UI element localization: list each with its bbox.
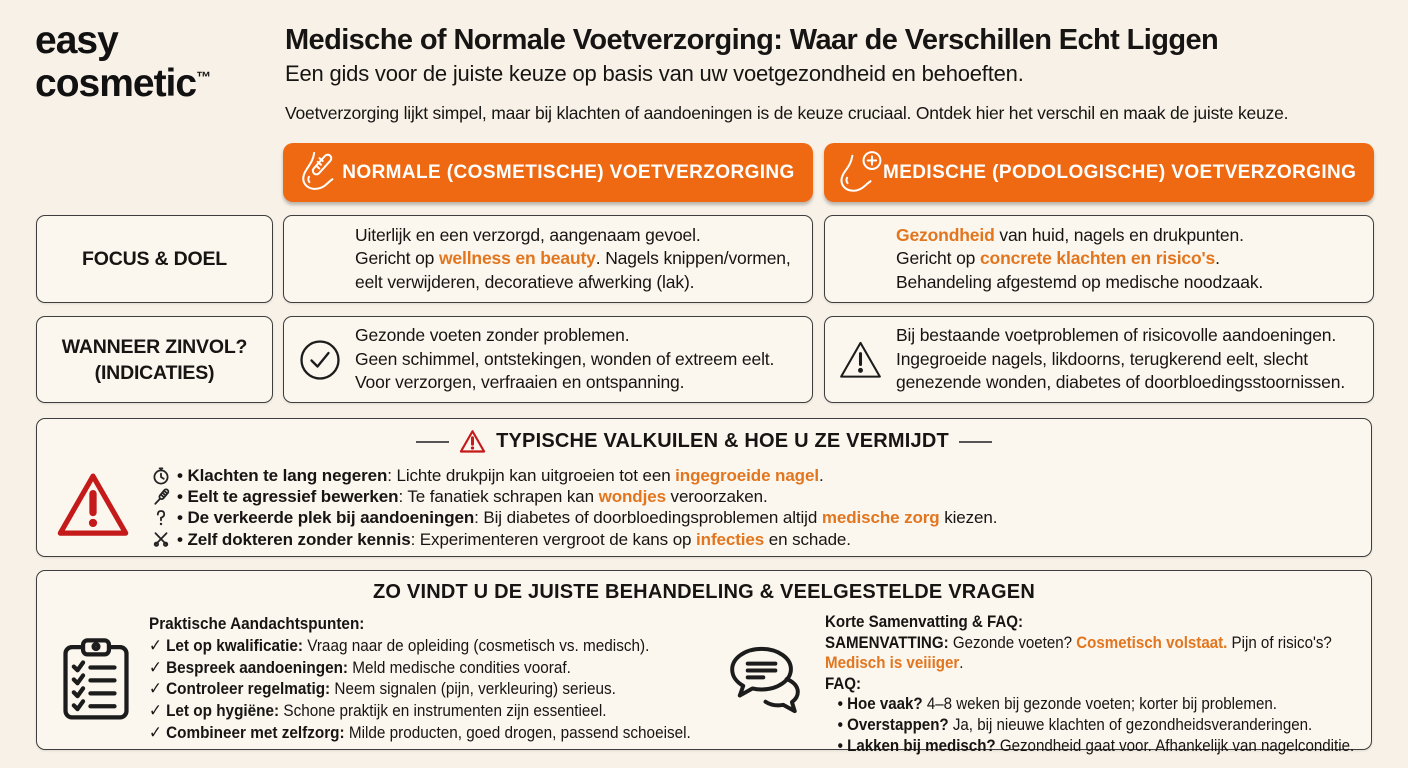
practical-points: Praktische Aandachtspunten: ✓ Let op kwa… <box>149 613 691 744</box>
summary-line: Medisch is veiiiger. <box>825 653 964 673</box>
warning-triangle-icon-large <box>55 464 131 546</box>
foot-file-icon <box>296 150 342 196</box>
checklist-clipboard-icon <box>59 637 133 722</box>
practical-points-heading: Praktische Aandachtspunten: <box>149 614 365 633</box>
column-header-medical: MEDISCHE (PODOLOGISCHE) VOETVERZORGING <box>824 143 1374 202</box>
pitfall-item: • De verkeerde plek bij aandoeningen: Bi… <box>151 507 997 528</box>
column-header-cosmetic-label: NORMALE (COSMETISCHE) VOETVERZORGING <box>342 161 795 183</box>
cell-indications-medical: Bij bestaande voetproblemen of risicovol… <box>824 316 1374 403</box>
practical-point: ✓ Let op kwalificatie: Vraag naar de opl… <box>149 635 650 655</box>
cell-text-line: Gericht op wellness en beauty. Nagels kn… <box>355 248 791 269</box>
cell-text-line: Ingegroeide nagels, likdoorns, terugkere… <box>896 348 1309 369</box>
guide-title: ZO VINDT U DE JUISTE BEHANDELING & VEELG… <box>373 581 1035 603</box>
cell-text-line: genezende wonden, diabetes of doorbloedi… <box>896 372 1346 393</box>
cell-focus-medical: Gezondheid van huid, nagels en drukpunte… <box>824 215 1374 303</box>
warning-triangle-icon <box>838 339 883 381</box>
pitfall-item: • Eelt te agressief bewerken: Te fanatie… <box>151 486 997 507</box>
cell-text-line: Voor verzorgen, verfraaien en ontspannin… <box>355 372 685 393</box>
page-intro: Voetverzorging lijkt simpel, maar bij kl… <box>285 103 1289 123</box>
page-title: Medische of Normale Voetverzorging: Waar… <box>285 24 1219 56</box>
brand-logo: easy cosmetic™ <box>35 19 212 105</box>
scraper-icon <box>151 487 170 506</box>
cell-text-line: Gezondheid van huid, nagels en drukpunte… <box>896 224 1244 245</box>
summary-line: SAMENVATTING: Gezonde voeten? Cosmetisch… <box>825 632 1332 652</box>
faq-block: Korte Samenvatting & FAQ: SAMENVATTING: … <box>825 612 1354 756</box>
cell-text-line: Behandeling afgestemd op medische noodza… <box>896 271 1264 292</box>
pitfall-item: • Klachten te lang negeren: Lichte drukp… <box>151 465 997 486</box>
practical-point: ✓ Let op hygiëne: Schone praktijk en ins… <box>149 701 607 721</box>
faq-label: FAQ: <box>825 673 862 693</box>
crossed-tools-icon <box>151 530 170 549</box>
pitfalls-section: TYPISCHE VALKUILEN & HOE U ZE VERMIJDT •… <box>36 418 1372 557</box>
faq-item: • Overstappen? Ja, bij nieuwe klachten o… <box>837 714 1313 734</box>
logo-line1: easy <box>35 19 119 62</box>
trademark-symbol: ™ <box>196 69 212 86</box>
divider-line <box>958 440 992 443</box>
pitfalls-title: TYPISCHE VALKUILEN & HOE U ZE VERMIJDT <box>496 430 949 452</box>
practical-point: ✓ Bespreek aandoeningen: Meld medische c… <box>149 657 571 677</box>
question-icon <box>151 508 170 527</box>
cell-text-line: Bij bestaande voetproblemen of risicovol… <box>896 325 1337 346</box>
divider-line <box>416 440 450 443</box>
warning-triangle-icon <box>459 429 486 454</box>
cell-focus-cosmetic: Uiterlijk en een verzorgd, aangenaam gev… <box>283 215 813 303</box>
logo-line2: cosmetic <box>35 62 197 105</box>
faq-item: • Hoe vaak? 4–8 weken bij gezonde voeten… <box>837 694 1277 714</box>
cell-text-line: eelt verwijderen, decoratieve afwerking … <box>355 271 695 292</box>
cell-text-line: Uiterlijk en een verzorgd, aangenaam gev… <box>355 224 701 245</box>
pitfall-item: • Zelf dokteren zonder kennis: Experimen… <box>151 529 997 550</box>
foot-medical-icon <box>837 150 883 196</box>
cell-text-line: Gezonde voeten zonder problemen. <box>355 325 630 346</box>
speech-bubbles-icon <box>727 645 803 715</box>
cell-text-line: Geen schimmel, ontstekingen, wonden of e… <box>355 348 775 369</box>
row-label-focus: FOCUS & DOEL <box>36 215 273 303</box>
column-header-cosmetic: NORMALE (COSMETISCHE) VOETVERZORGING <box>283 143 813 202</box>
row-label-indications: WANNEER ZINVOL? (INDICATIES) <box>36 316 273 403</box>
faq-item: • Lakken bij medisch? Gezondheid gaat vo… <box>837 735 1355 755</box>
cell-text-line: Gericht op concrete klachten en risico's… <box>896 248 1220 269</box>
check-circle-icon <box>297 338 342 382</box>
column-header-medical-label: MEDISCHE (PODOLOGISCHE) VOETVERZORGING <box>883 161 1357 183</box>
practical-point: ✓ Controleer regelmatig: Neem signalen (… <box>149 679 616 699</box>
practical-point: ✓ Combineer met zelfzorg: Milde producte… <box>149 722 691 742</box>
cell-indications-cosmetic: Gezonde voeten zonder problemen. Geen sc… <box>283 316 813 403</box>
page-subtitle: Een gids voor de juiste keuze op basis v… <box>285 61 1024 86</box>
guide-section: ZO VINDT U DE JUISTE BEHANDELING & VEELG… <box>36 570 1372 755</box>
faq-heading: Korte Samenvatting & FAQ: <box>825 612 1024 631</box>
clock-icon <box>151 466 170 485</box>
